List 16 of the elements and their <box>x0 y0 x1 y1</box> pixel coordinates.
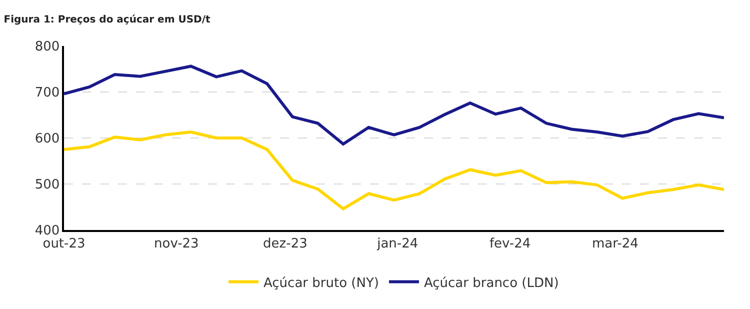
line-series <box>64 130 724 210</box>
y-tick-label: 400 <box>34 224 60 239</box>
x-tick-label: nov-23 <box>154 236 199 252</box>
legend-label: Açúcar branco (LDN) <box>424 276 559 291</box>
x-tick-label: dez-23 <box>263 236 308 252</box>
legend-label: Açúcar bruto (NY) <box>264 276 379 291</box>
x-tick-label: mar-24 <box>592 236 638 252</box>
y-tick-label: 600 <box>34 132 60 147</box>
x-tick-label: jan-24 <box>376 236 418 252</box>
y-tick-label: 700 <box>34 86 60 101</box>
x-tick-label: out-23 <box>42 236 86 252</box>
chart-title: Figura 1: Preços do açúcar em USD/t <box>4 14 211 26</box>
y-tick-label: 800 <box>34 40 60 55</box>
y-tick-label: 500 <box>34 178 60 193</box>
line-series <box>64 64 724 146</box>
x-tick-label: fev-24 <box>489 236 531 252</box>
